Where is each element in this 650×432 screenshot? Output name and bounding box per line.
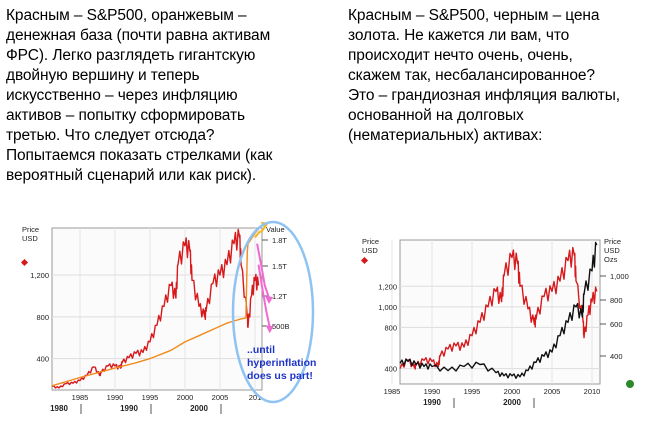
- decade-label-2: 2000: [190, 404, 208, 413]
- y-tick-left-2: 1,200: [30, 271, 49, 280]
- y-tick-right-0: 500B: [272, 322, 290, 331]
- y-axis-label-right: USD: [604, 246, 620, 255]
- left-axis-marker: [20, 258, 29, 267]
- y-tick-right-3: 1,000: [610, 272, 629, 281]
- scenario-ellipse: [231, 220, 315, 404]
- y-tick-right-2: 800: [610, 296, 623, 305]
- y-axis-label-left: USD: [22, 234, 38, 243]
- x-tick-1: 1990: [107, 393, 124, 402]
- right-axis-marker-red: [360, 256, 369, 265]
- y-tick-right-2: 1.5T: [272, 262, 287, 271]
- arrow-down-head-1: [265, 296, 273, 305]
- x-tick-4: 2005: [544, 387, 561, 396]
- decade-label-1: 1990: [120, 404, 138, 413]
- sp500-monetary-base-chart: Price USD 400 800 1,200 Value 500B 1.2T 1.5T 1.8T…: [20, 214, 330, 424]
- x-tick-2: 1995: [142, 393, 159, 402]
- series-line-0: [51, 228, 260, 389]
- series-line-4: [257, 264, 271, 328]
- y-tick-left-3: 1,200: [378, 282, 397, 291]
- y-tick-left-1: 800: [384, 323, 397, 332]
- hyperinflation-annotation: ..until hyperinflation does us part!: [247, 344, 317, 382]
- sp500-gold-chart: Price USD 400 800 1,000 1,200 Price USD Ozs 400 60…: [360, 222, 650, 427]
- x-tick-0: 1985: [384, 387, 401, 396]
- y-tick-right-3: 1.8T: [272, 236, 287, 245]
- y-tick-right-0: 400: [610, 352, 623, 361]
- decade-label-1: 2000: [503, 398, 521, 407]
- left-commentary: Красным – S&P500, оранжевым – денежная б…: [6, 7, 273, 184]
- y-tick-left-0: 400: [384, 365, 397, 374]
- decade-label-0: 1980: [50, 404, 68, 413]
- y-tick-left-0: 400: [36, 355, 49, 364]
- y-axis-label-left: Price: [362, 237, 379, 246]
- x-tick-5: 2010: [584, 387, 601, 396]
- plot-area: [51, 227, 263, 391]
- right-axis-marker-green: [626, 380, 634, 388]
- y-axis-label-right: Price: [604, 237, 621, 246]
- series-line-0: [399, 246, 598, 370]
- y-axis-label-right: Value: [266, 225, 285, 234]
- x-tick-3: 2000: [504, 387, 521, 396]
- x-tick-5: 201: [249, 393, 262, 402]
- y-axis-label-left: USD: [362, 246, 378, 255]
- y-axis-label-right: Ozs: [604, 255, 618, 264]
- y-tick-right-1: 600: [610, 320, 623, 329]
- y-axis-label-left: Price: [22, 225, 39, 234]
- x-tick-0: 1985: [72, 393, 89, 402]
- y-tick-right-1: 1.2T: [272, 292, 287, 301]
- x-tick-1: 1990: [424, 387, 441, 396]
- x-tick-2: 1995: [464, 387, 481, 396]
- chart-right-svg: PriceUSD4008001,0001,200PriceUSDOzs40060…: [360, 237, 634, 408]
- series-line-1: [399, 241, 598, 379]
- y-tick-left-2: 1,000: [378, 303, 397, 312]
- y-tick-left-1: 800: [36, 313, 49, 322]
- x-tick-3: 2000: [177, 393, 194, 402]
- arrow-down-head-2: [265, 325, 274, 334]
- decade-label-0: 1990: [423, 398, 441, 407]
- right-commentary: Красным – S&P500, черным – цена золота. …: [348, 7, 620, 144]
- x-tick-4: 2005: [212, 393, 229, 402]
- series-line-3: [256, 243, 270, 299]
